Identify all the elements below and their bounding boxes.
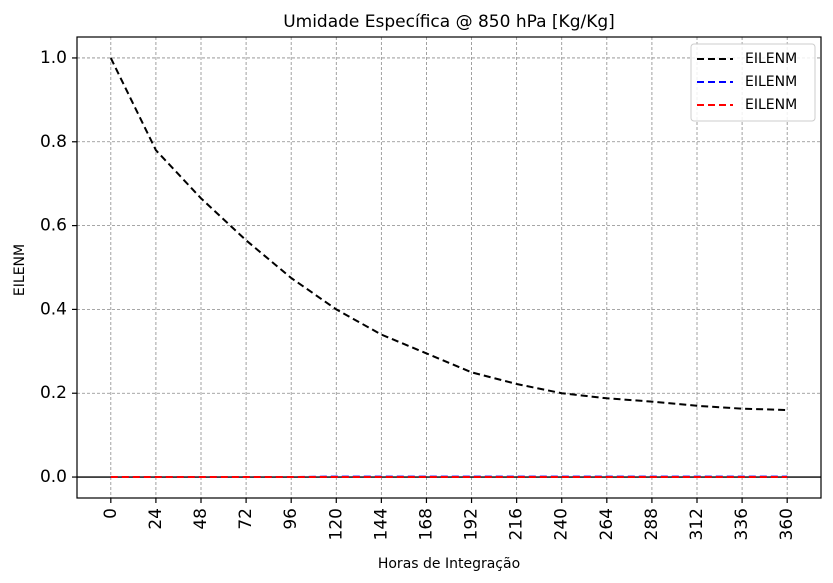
legend-label-2: EILENM xyxy=(745,74,797,90)
x-tick-label: 312 xyxy=(687,508,707,540)
y-tick-label: 1.0 xyxy=(40,48,67,68)
x-tick-label: 360 xyxy=(777,508,797,540)
x-tick-label: 240 xyxy=(552,508,572,540)
series-line-1 xyxy=(109,57,788,411)
y-tick-label: 0.6 xyxy=(40,216,67,236)
y-tick-label: 0.8 xyxy=(40,132,67,152)
legend-label-1: EILENM xyxy=(745,51,797,67)
x-tick-label: 72 xyxy=(236,508,256,530)
x-tick-label: 288 xyxy=(642,508,662,540)
legend-label-3: EILENM xyxy=(745,97,797,113)
y-tick-label: 0.0 xyxy=(40,467,67,487)
x-tick-label: 120 xyxy=(326,508,346,540)
x-tick-label: 96 xyxy=(281,508,301,530)
y-tick-label: 0.4 xyxy=(40,299,67,319)
series-layer xyxy=(109,57,788,478)
y-tick-label: 0.2 xyxy=(40,383,67,403)
x-tick-label: 336 xyxy=(732,508,752,540)
chart-title: Umidade Específica @ 850 hPa [Kg/Kg] xyxy=(283,12,615,32)
y-axis-ticks: 0.0 0.2 0.4 0.6 0.8 1.0 xyxy=(40,48,77,487)
x-axis-title: Horas de Integração xyxy=(378,556,520,572)
x-tick-label: 264 xyxy=(597,508,617,540)
x-tick-label: 192 xyxy=(462,508,482,540)
x-tick-label: 48 xyxy=(191,508,211,530)
legend-box xyxy=(690,43,816,122)
x-axis-ticks: 0 24 48 72 96 120 144 168 192 216 240 264 288 312 336 3… xyxy=(101,498,797,540)
legend: EILENM EILENM EILENM xyxy=(690,43,816,122)
x-tick-label: 216 xyxy=(507,508,527,540)
plot-area-frame xyxy=(76,36,822,499)
x-tick-label: 24 xyxy=(146,508,166,530)
y-axis-title: EILENM xyxy=(12,244,28,296)
x-tick-label: 0 xyxy=(101,508,121,519)
x-tick-label: 168 xyxy=(416,508,436,540)
x-tick-label: 144 xyxy=(371,508,391,540)
